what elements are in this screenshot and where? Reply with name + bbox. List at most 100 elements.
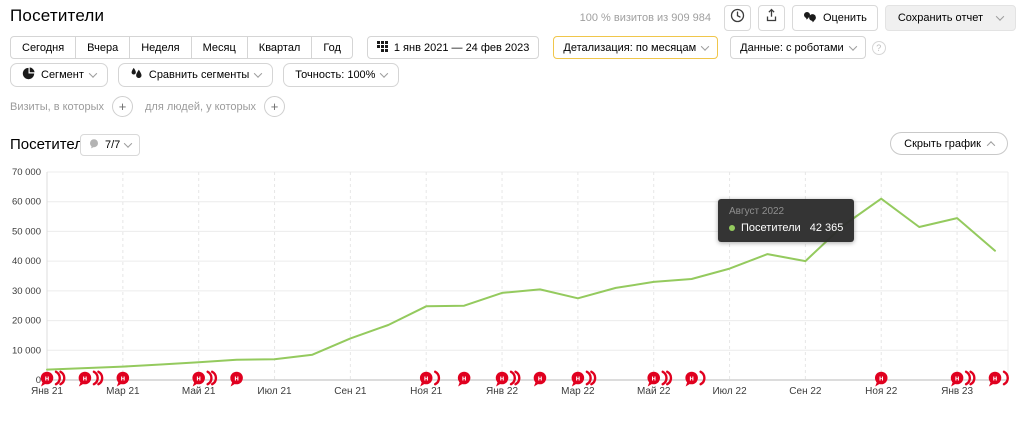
note-echo-arc-icon: [54, 370, 61, 386]
note-marker[interactable]: н: [192, 370, 218, 387]
add-visit-filter-button[interactable]: +: [112, 96, 133, 117]
compare-segments-label: Сравнить сегменты: [148, 69, 250, 81]
note-bubble-icon: [533, 371, 547, 385]
note-letter: н: [689, 374, 694, 383]
y-axis-tick-label: 10 000: [12, 345, 41, 356]
export-icon: [764, 8, 779, 28]
note-bubble-tail: [875, 381, 881, 387]
period-year-button[interactable]: Год: [311, 36, 353, 59]
note-bubble-tail: [496, 381, 502, 387]
people-filter-label: для людей, у которых: [145, 100, 256, 113]
note-marker[interactable]: н: [950, 370, 976, 387]
note-bubble-icon: [40, 371, 54, 385]
note-letter: н: [196, 374, 201, 383]
note-bubble-tail: [533, 381, 539, 387]
compare-segments-dropdown[interactable]: Сравнить сегменты: [117, 63, 274, 87]
tooltip-month-label: Август 2022: [729, 206, 785, 217]
series-dot-icon: [729, 225, 735, 231]
note-marker[interactable]: н: [40, 370, 66, 387]
note-echo-arc-icon: [210, 370, 218, 386]
x-axis-tick-label: Мар 22: [561, 386, 595, 397]
period-month-button[interactable]: Месяц: [190, 36, 248, 59]
note-marker[interactable]: н: [988, 370, 1009, 387]
x-axis-tick-label: Сен 21: [334, 386, 367, 397]
help-icon[interactable]: ?: [871, 40, 886, 55]
note-marker[interactable]: н: [78, 370, 104, 387]
note-bubble-tail: [41, 381, 46, 387]
y-axis-tick-label: 30 000: [12, 286, 41, 297]
note-letter: н: [83, 374, 88, 383]
note-letter: н: [462, 374, 467, 383]
period-week-button[interactable]: Неделя: [129, 36, 192, 59]
hide-chart-button[interactable]: Скрыть график: [890, 132, 1008, 155]
note-echo-arc-icon: [514, 370, 521, 386]
y-axis-tick-label: 20 000: [12, 316, 41, 327]
note-letter: н: [538, 374, 543, 383]
note-bubble-icon: [116, 371, 130, 385]
note-marker[interactable]: н: [495, 370, 521, 387]
note-marker[interactable]: н: [685, 370, 706, 387]
note-echo-arc-icon: [59, 370, 66, 386]
period-quarter-button[interactable]: Квартал: [246, 36, 313, 59]
note-echo-arc-icon: [97, 370, 104, 386]
accuracy-label: Точность: 100%: [295, 69, 376, 81]
chevron-down-icon: [254, 69, 263, 78]
goals-dropdown[interactable]: 7/7: [80, 134, 141, 156]
note-bubble-tail: [230, 381, 236, 387]
date-range-button[interactable]: 1 янв 2021 — 24 фев 2023: [366, 36, 540, 59]
note-bubble-tail: [571, 381, 577, 387]
date-range-label: 1 янв 2021 — 24 фев 2023: [393, 41, 530, 54]
history-button[interactable]: [724, 5, 751, 31]
export-button[interactable]: [758, 5, 785, 31]
note-marker[interactable]: н: [419, 370, 441, 387]
note-marker[interactable]: н: [230, 371, 243, 387]
note-marker[interactable]: н: [874, 371, 888, 387]
note-letter: н: [234, 374, 239, 383]
note-marker[interactable]: н: [533, 371, 547, 387]
header-actions: 100 % визитов из 909 984 Оценить Сохрани…: [580, 5, 1016, 31]
pie-segment-icon: [22, 67, 35, 83]
period-today-button[interactable]: Сегодня: [10, 36, 77, 59]
rate-button[interactable]: Оценить: [792, 5, 878, 31]
data-mode-label: Данные: с роботами: [740, 41, 844, 54]
note-marker[interactable]: н: [571, 370, 597, 387]
y-axis-tick-label: 40 000: [12, 256, 41, 267]
x-axis-tick-label: Сен 22: [789, 386, 822, 397]
y-axis-tick-label: 70 000: [12, 167, 41, 178]
x-axis-tick-label: Май 22: [637, 386, 671, 397]
x-axis-tick-label: Ноя 22: [865, 386, 898, 397]
note-bubble-tail: [116, 381, 122, 387]
note-bubble-tail: [78, 381, 84, 387]
accuracy-dropdown[interactable]: Точность: 100%: [283, 63, 400, 87]
y-axis-tick-label: 60 000: [12, 197, 41, 208]
tooltip-series-label: Посетители: [741, 222, 801, 234]
note-marker[interactable]: н: [116, 371, 130, 387]
note-bubble-tail: [989, 381, 994, 387]
chevron-up-icon: [986, 140, 996, 150]
detalization-dropdown[interactable]: Детализация: по месяцам: [553, 36, 719, 59]
feedback-bubbles-icon: [803, 11, 817, 26]
note-marker[interactable]: н: [647, 370, 673, 387]
chevron-down-icon: [700, 41, 710, 51]
x-axis-tick-label: Июл 21: [257, 386, 292, 397]
note-echo-arc-icon: [661, 370, 668, 386]
note-bubble-tail: [420, 381, 426, 387]
x-axis-tick-label: Июл 22: [712, 386, 747, 397]
note-letter: н: [45, 374, 50, 383]
note-bubble-icon: [419, 371, 433, 385]
tooltip-value: 42 365: [809, 222, 844, 234]
data-mode-dropdown[interactable]: Данные: с роботами: [730, 36, 866, 59]
period-yesterday-button[interactable]: Вчера: [75, 36, 131, 59]
save-report-button[interactable]: Сохранить отчет: [884, 5, 1016, 31]
note-echo-arc-icon: [666, 370, 673, 386]
segment-dropdown[interactable]: Сегмент: [10, 63, 108, 87]
note-bubble-tail: [647, 381, 653, 387]
rate-button-label: Оценить: [823, 12, 867, 24]
add-people-filter-button[interactable]: +: [264, 96, 285, 117]
note-bubble-icon: [457, 371, 471, 385]
note-echo-arc-icon: [969, 370, 976, 386]
segment-label: Сегмент: [41, 69, 84, 81]
note-bubble-tail: [458, 381, 464, 387]
note-letter: н: [121, 374, 126, 383]
note-marker[interactable]: н: [457, 371, 471, 387]
